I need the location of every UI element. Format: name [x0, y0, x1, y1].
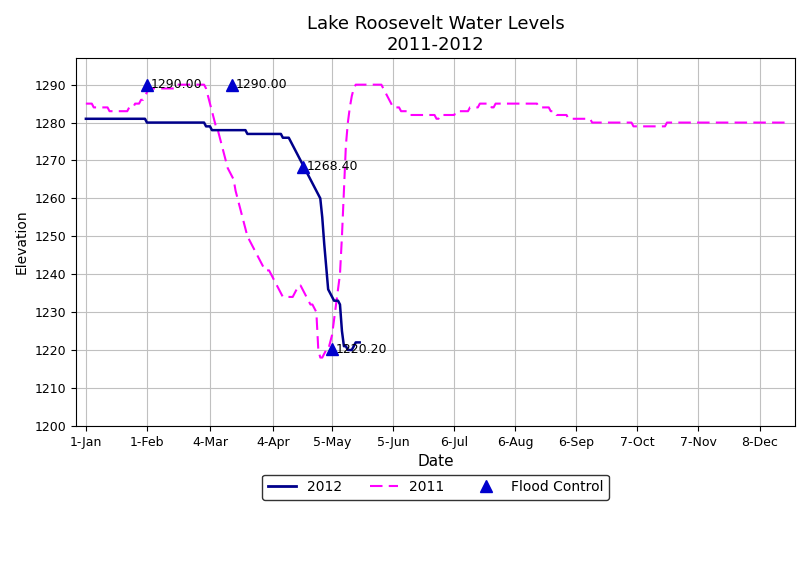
Text: 1290.00: 1290.00	[236, 78, 288, 91]
Text: 1290.00: 1290.00	[151, 78, 202, 91]
Y-axis label: Elevation: Elevation	[15, 210, 29, 275]
Title: Lake Roosevelt Water Levels
2011-2012: Lake Roosevelt Water Levels 2011-2012	[307, 15, 565, 54]
Legend: 2012, 2011, Flood Control: 2012, 2011, Flood Control	[262, 475, 608, 500]
Text: 1220.20: 1220.20	[336, 343, 387, 355]
X-axis label: Date: Date	[417, 454, 454, 469]
Text: 1268.40: 1268.40	[306, 160, 358, 173]
